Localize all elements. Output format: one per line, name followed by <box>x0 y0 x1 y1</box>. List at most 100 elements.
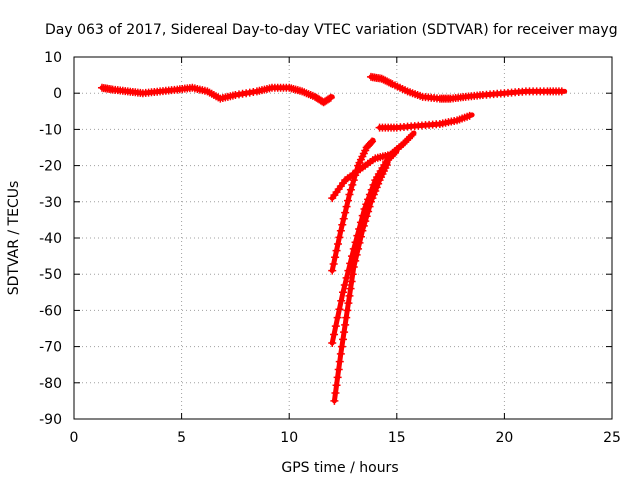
data-point-marker <box>333 313 342 322</box>
data-point-marker <box>346 185 355 194</box>
data-point-marker <box>368 137 377 146</box>
data-point-marker <box>348 270 357 279</box>
data-point-marker <box>401 138 410 147</box>
data-point-marker <box>372 183 381 192</box>
series-track-2 <box>366 72 568 103</box>
data-point-marker <box>342 273 351 282</box>
data-point-marker <box>402 136 411 145</box>
data-point-marker <box>325 94 334 103</box>
data-point-marker <box>383 77 392 86</box>
data-point-marker <box>342 202 351 211</box>
data-point-marker <box>332 381 341 390</box>
y-tick-label: 0 <box>53 86 62 102</box>
y-tick-label: 10 <box>44 50 62 66</box>
data-point-marker <box>379 75 388 84</box>
data-point-marker <box>331 322 340 331</box>
data-point-marker <box>346 284 355 293</box>
data-point-marker <box>339 288 347 297</box>
data-point-marker <box>329 259 338 268</box>
data-point-marker <box>338 220 347 229</box>
data-point-marker <box>465 111 474 120</box>
data-point-marker <box>326 93 335 102</box>
data-point-marker <box>347 277 356 286</box>
data-point-marker <box>557 87 566 96</box>
data-point-marker <box>382 160 391 169</box>
data-point-marker <box>335 305 344 314</box>
data-point-marker <box>341 208 350 217</box>
data-point-marker <box>371 186 380 195</box>
data-point-marker <box>366 138 375 147</box>
series-track-4 <box>328 137 377 275</box>
axis-ticks: 0 5 10 15 20 25 10 0 -10 -20 -30 -40 -50 -60 -70 -80 -90 <box>39 50 621 446</box>
data-point-marker <box>328 338 337 347</box>
data-point-marker <box>334 365 343 374</box>
y-tick-label: -10 <box>39 122 62 138</box>
data-point-marker <box>349 176 358 185</box>
data-point-marker <box>364 207 373 216</box>
series-track-5 <box>328 130 417 203</box>
data-point-marker <box>358 226 367 235</box>
x-tick-label: 25 <box>603 430 621 446</box>
data-point-marker <box>342 313 351 322</box>
data-point-marker <box>336 349 345 358</box>
data-point-marker <box>332 246 341 255</box>
data-point-marker <box>391 148 400 157</box>
data-point-marker <box>333 373 342 382</box>
data-point-marker <box>345 291 354 300</box>
y-tick-label: -50 <box>39 267 62 283</box>
data-point-marker <box>368 194 377 203</box>
data-point-marker <box>343 306 352 315</box>
x-tick-label: 0 <box>70 430 79 446</box>
data-point-marker <box>330 396 339 405</box>
data-point-marker <box>374 179 383 188</box>
data-point-marker <box>348 180 357 189</box>
y-tick-label: -40 <box>39 231 62 247</box>
data-point-marker <box>333 240 342 249</box>
data-point-marker <box>335 233 344 242</box>
data-point-marker <box>351 256 360 265</box>
y-tick-label: -30 <box>39 195 62 211</box>
data-point-marker <box>330 330 339 339</box>
data-point-marker <box>359 221 368 230</box>
data-point-marker <box>366 197 375 206</box>
data-point-marker <box>365 202 374 211</box>
data-point-marker <box>399 139 408 148</box>
x-axis-label: GPS time / hours <box>281 460 398 476</box>
data-point-marker <box>404 134 413 143</box>
data-point-marker <box>340 328 349 337</box>
chart-title: Day 063 of 2017, Sidereal Day-to-day VTE… <box>45 22 618 38</box>
data-point-marker <box>387 152 396 161</box>
y-tick-label: -80 <box>39 376 62 392</box>
data-point-marker <box>406 132 415 141</box>
data-point-marker <box>408 130 417 139</box>
x-tick-label: 10 <box>280 430 298 446</box>
data-series <box>97 72 568 405</box>
data-point-marker <box>349 262 358 271</box>
data-point-marker <box>352 250 361 259</box>
series-track-7 <box>330 159 391 405</box>
y-tick-label: -20 <box>39 159 62 175</box>
data-point-marker <box>328 266 337 275</box>
data-point-marker <box>337 342 346 351</box>
data-point-marker <box>344 299 353 308</box>
data-point-marker <box>361 217 370 226</box>
data-point-marker <box>369 190 378 199</box>
y-axis-label: SDTVAR / TECUs <box>6 181 22 296</box>
data-point-marker <box>377 74 386 83</box>
data-point-marker <box>339 214 348 223</box>
data-point-marker <box>337 296 346 305</box>
data-point-marker <box>335 357 344 366</box>
data-point-marker <box>386 79 395 88</box>
data-point-marker <box>345 190 354 199</box>
data-point-marker <box>354 244 363 253</box>
data-point-marker <box>339 335 347 344</box>
data-point-marker <box>344 196 353 205</box>
data-point-marker <box>356 232 365 241</box>
data-point-marker <box>331 253 340 262</box>
x-tick-label: 20 <box>495 430 513 446</box>
data-point-marker <box>341 320 350 329</box>
data-point-marker <box>362 212 371 221</box>
data-point-marker <box>340 281 349 290</box>
